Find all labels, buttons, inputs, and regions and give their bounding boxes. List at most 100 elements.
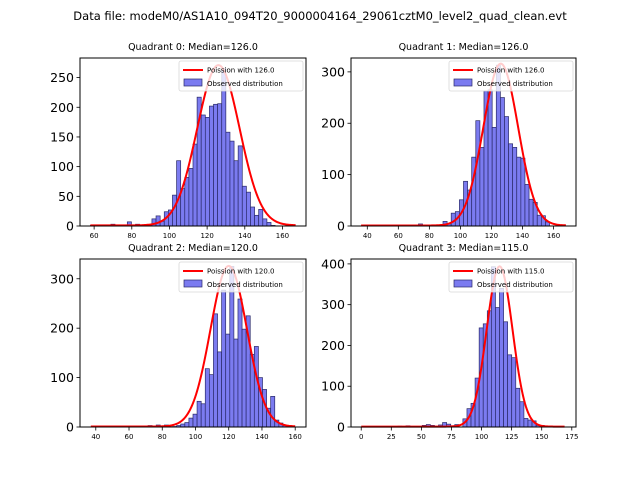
axes-frame	[350, 57, 577, 227]
histogram-bar	[213, 313, 218, 428]
histogram-bar	[180, 188, 186, 227]
legend-label-poisson: Poission with 126.0	[477, 67, 545, 75]
axes-frame	[350, 258, 577, 428]
histogram-bar	[266, 222, 272, 227]
histogram-bar	[209, 105, 214, 227]
y-tick-label: 100	[321, 167, 345, 182]
x-tick-label: 80	[425, 232, 434, 240]
x-tick-label: 150	[535, 433, 548, 441]
histogram-bar	[536, 214, 542, 227]
histogram-bar	[155, 215, 161, 227]
y-tick-label: 300	[321, 64, 345, 79]
subplot-quadrant-0: Quadrant 0: Median=126.0 60 80 100 120 140 160…	[50, 42, 307, 240]
x-tick-label: 40	[91, 433, 100, 441]
subplot-title: Quadrant 1: Median=126.0	[399, 42, 529, 53]
x-tick-label: 175	[565, 433, 578, 441]
histogram-bar	[516, 156, 522, 227]
y-tick-label: 400	[321, 256, 345, 271]
x-tick-label: 120	[200, 232, 213, 240]
x-tick-label: 125	[505, 433, 518, 441]
histogram-bar	[221, 289, 227, 428]
histogram-bar	[527, 419, 533, 428]
x-tick-label: 40	[363, 232, 372, 240]
histogram-bar	[486, 310, 492, 428]
subplot-quadrant-1: Quadrant 1: Median=126.0 40 60 80 100 120 140 1…	[321, 42, 577, 240]
x-tick-label: 160	[276, 232, 289, 240]
x-tick-label: 100	[189, 433, 202, 441]
legend-label-observed: Observed distribution	[477, 80, 553, 88]
histogram-bar	[479, 147, 485, 227]
histogram-bar	[258, 209, 264, 227]
y-tick-label: 0	[337, 420, 345, 435]
x-tick-label: 60	[90, 232, 99, 240]
histogram-bar	[503, 321, 508, 428]
histogram-bar	[225, 333, 231, 428]
x-tick-label: 100	[163, 232, 176, 240]
x-tick-label: 100	[454, 232, 467, 240]
histogram-bar	[524, 184, 530, 227]
subplot-quadrant-3: Quadrant 3: Median=115.0 0 25 50 75 100 125 150…	[321, 243, 578, 441]
x-tick-label: 75	[447, 433, 456, 441]
histogram-bar	[192, 413, 198, 428]
histogram-bar	[237, 298, 243, 428]
histogram-bar	[237, 145, 243, 227]
histogram-bar	[508, 143, 514, 227]
legend-bar-swatch	[453, 78, 473, 87]
histogram-bar	[225, 131, 231, 227]
y-tick-label: 200	[50, 100, 74, 115]
legend: Poission with 126.0 Observed distribution	[178, 60, 304, 92]
x-tick-label: 140	[255, 433, 268, 441]
legend-bar-swatch	[183, 279, 203, 288]
y-tick-label: 200	[321, 116, 345, 131]
legend-bar-swatch	[183, 78, 203, 87]
histogram-bar	[262, 218, 268, 227]
figure-suptitle: Data file: modeM0/AS1A10_094T20_90000041…	[73, 9, 567, 23]
x-tick-label: 60	[394, 232, 403, 240]
subplot-quadrant-2: Quadrant 2: Median=120.0 40 60 80 100 120 140 1…	[50, 243, 307, 441]
y-tick-label: 100	[50, 159, 74, 174]
x-tick-label: 80	[127, 232, 136, 240]
histogram-bar	[500, 97, 505, 227]
x-tick-label: 60	[125, 433, 134, 441]
y-tick-label: 100	[50, 370, 74, 385]
histogram-bar	[520, 157, 526, 227]
histogram-bar	[192, 143, 198, 227]
x-tick-label: 0	[359, 433, 363, 441]
x-tick-label: 120	[485, 232, 498, 240]
histogram-bar	[499, 288, 504, 428]
legend-box	[448, 261, 574, 293]
histogram-bar	[491, 127, 497, 227]
histogram-bar	[246, 191, 251, 227]
histogram-bar	[184, 422, 190, 428]
x-tick-label: 160	[289, 433, 302, 441]
histogram-bar	[250, 206, 255, 227]
legend: Poission with 126.0 Observed distribution	[448, 60, 574, 92]
x-tick-label: 160	[547, 232, 560, 240]
legend-label-observed: Observed distribution	[477, 281, 553, 289]
x-tick-label: 120	[222, 433, 235, 441]
histogram-bar	[515, 387, 521, 428]
y-tick-label: 0	[66, 219, 74, 234]
histogram-bar	[184, 176, 190, 227]
subplot-title: Quadrant 0: Median=126.0	[128, 42, 258, 53]
y-tick-label: 300	[50, 271, 74, 286]
y-tick-label: 250	[50, 70, 74, 85]
histogram-bar	[523, 418, 529, 428]
subplot-title: Quadrant 3: Median=115.0	[399, 243, 529, 254]
legend-label-poisson: Poission with 115.0	[477, 268, 545, 276]
histogram-bar	[241, 328, 247, 428]
x-tick-label: 140	[238, 232, 251, 240]
histogram-bar	[209, 374, 214, 428]
legend-box	[178, 60, 304, 92]
histogram-bar	[213, 103, 218, 227]
subplot-title: Quadrant 2: Median=120.0	[128, 243, 258, 254]
x-tick-label: 140	[516, 232, 529, 240]
legend-label-observed: Observed distribution	[207, 80, 283, 88]
x-tick-label: 80	[158, 433, 167, 441]
histogram-bar	[200, 403, 206, 428]
histogram-bar	[270, 396, 276, 428]
legend: Poission with 115.0 Observed distribution	[448, 261, 574, 293]
legend-label-poisson: Poission with 126.0	[207, 67, 275, 75]
histogram-bar	[233, 160, 239, 227]
